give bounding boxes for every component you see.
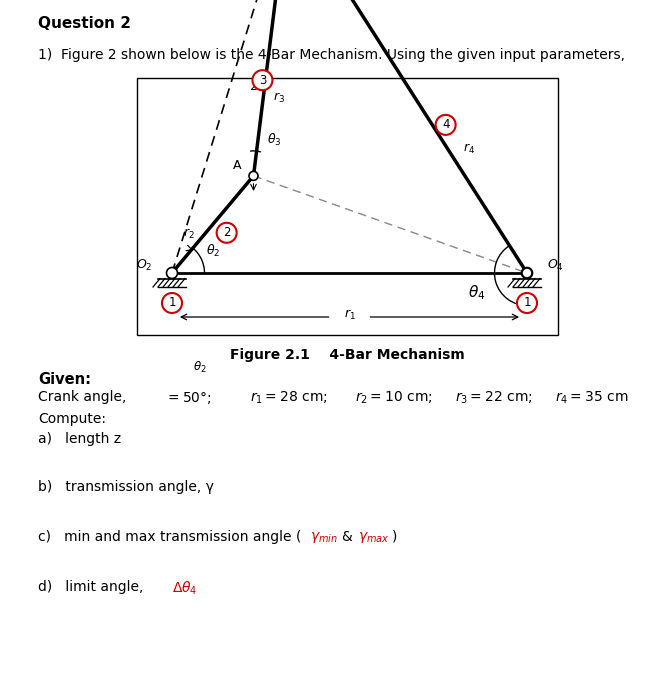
Text: $r_1$: $r_1$ — [344, 308, 356, 322]
Text: $r_3$: $r_3$ — [273, 91, 285, 105]
Text: Crank angle,: Crank angle, — [38, 390, 127, 404]
Text: $O_2$: $O_2$ — [135, 258, 152, 273]
Text: &: & — [342, 530, 357, 544]
Text: 2: 2 — [223, 226, 230, 239]
Text: $= 50°$;: $= 50°$; — [165, 390, 212, 406]
Circle shape — [167, 267, 178, 278]
Text: Figure 2.1    4-Bar Mechanism: Figure 2.1 4-Bar Mechanism — [230, 348, 465, 362]
Text: $\gamma_{min}$: $\gamma_{min}$ — [310, 530, 338, 545]
Text: $r_2 = 10$ cm;: $r_2 = 10$ cm; — [355, 390, 433, 406]
Circle shape — [522, 268, 532, 278]
Text: Question 2: Question 2 — [38, 16, 131, 31]
Circle shape — [216, 223, 237, 243]
Text: Compute:: Compute: — [38, 412, 106, 426]
Text: $r_3 = 22$ cm;: $r_3 = 22$ cm; — [455, 390, 533, 406]
Bar — [137, 78, 558, 335]
Text: $r_4 = 35$ cm: $r_4 = 35$ cm — [555, 390, 628, 406]
Text: Given:: Given: — [38, 372, 91, 387]
Text: ): ) — [392, 530, 397, 544]
Text: A: A — [233, 159, 242, 172]
Text: $O_4$: $O_4$ — [547, 258, 564, 273]
Text: $\theta_3$: $\theta_3$ — [267, 132, 282, 148]
Text: c)   min and max transmission angle (: c) min and max transmission angle ( — [38, 530, 302, 544]
Text: $\gamma_{max}$: $\gamma_{max}$ — [358, 530, 389, 545]
Circle shape — [517, 293, 537, 313]
Text: $\theta_2$: $\theta_2$ — [193, 360, 206, 375]
Text: b)   transmission angle, γ: b) transmission angle, γ — [38, 480, 214, 494]
Text: z: z — [250, 79, 257, 93]
Text: $\theta_2$: $\theta_2$ — [206, 243, 220, 259]
Text: 1: 1 — [168, 296, 176, 310]
Text: 3: 3 — [259, 74, 266, 87]
Text: d)   limit angle,: d) limit angle, — [38, 580, 152, 594]
Text: 1: 1 — [523, 296, 531, 310]
Text: a)   length z: a) length z — [38, 432, 121, 446]
Text: $r_2$: $r_2$ — [183, 227, 194, 242]
Text: $r_1 = 28$ cm;: $r_1 = 28$ cm; — [250, 390, 328, 406]
Circle shape — [436, 115, 456, 135]
Circle shape — [521, 267, 533, 278]
Text: $\boldsymbol{\theta_4}$: $\boldsymbol{\theta_4}$ — [468, 283, 486, 301]
Text: $\Delta\theta_4$: $\Delta\theta_4$ — [172, 580, 198, 597]
Circle shape — [253, 70, 273, 90]
Text: 4: 4 — [442, 118, 450, 132]
Circle shape — [162, 293, 182, 313]
Text: 1)  Figure 2 shown below is the 4-Bar Mechanism. Using the given input parameter: 1) Figure 2 shown below is the 4-Bar Mec… — [38, 48, 625, 62]
Text: $r_4$: $r_4$ — [462, 142, 474, 157]
Circle shape — [249, 171, 258, 180]
